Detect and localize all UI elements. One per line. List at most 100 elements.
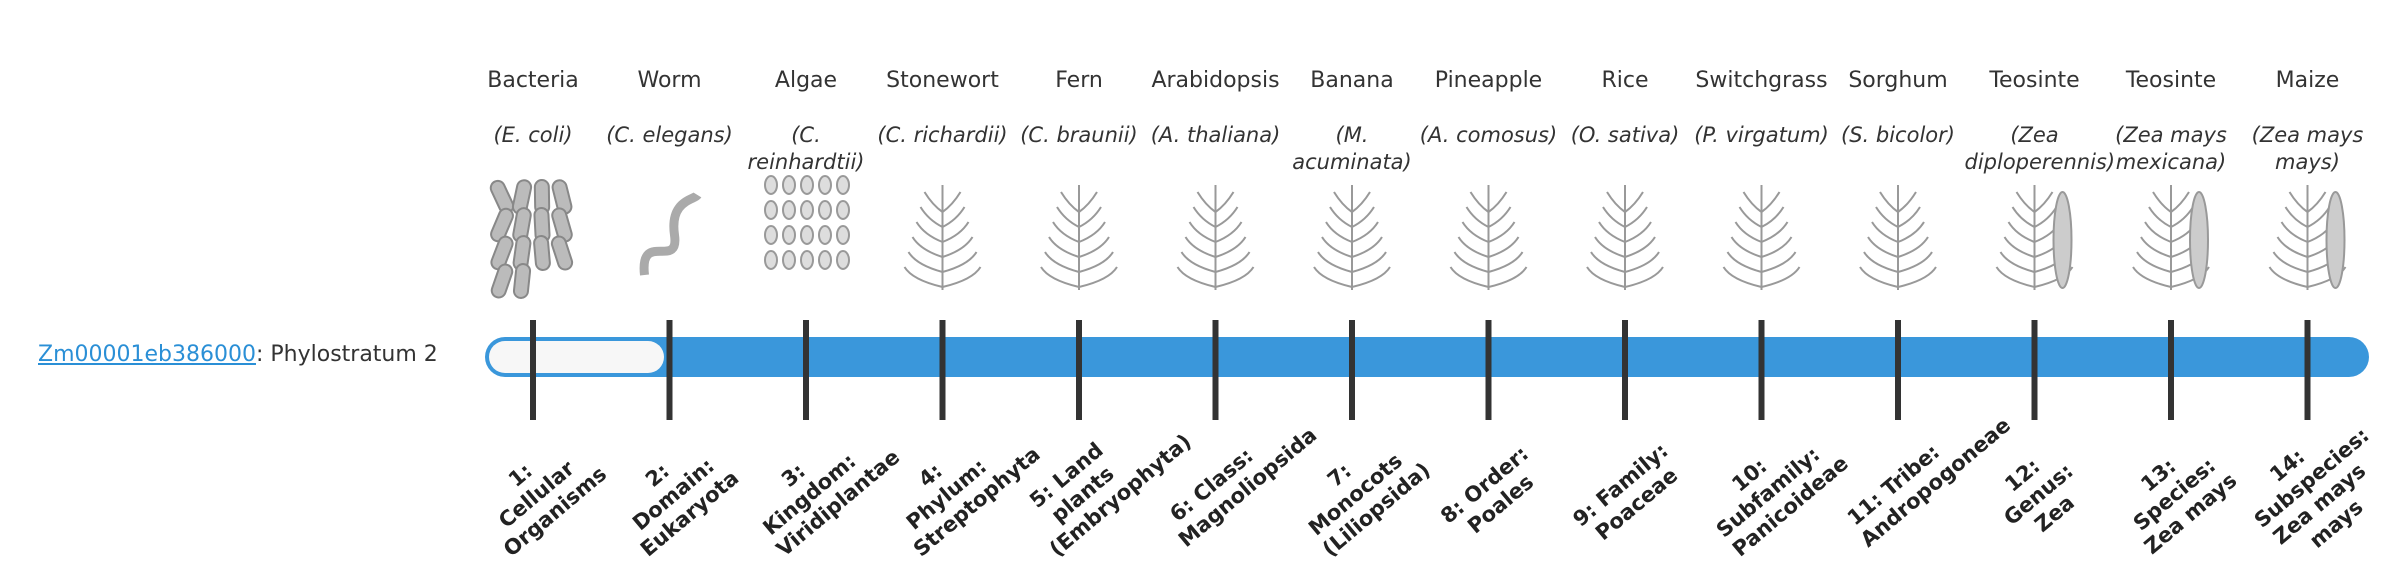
icon-part bbox=[836, 225, 850, 245]
species-name: (M. acuminata) bbox=[1292, 123, 1412, 175]
icon-part bbox=[1351, 251, 1387, 273]
icon-part bbox=[1624, 191, 1644, 213]
species-name: (C. elegans) bbox=[606, 123, 733, 147]
icon-part bbox=[782, 175, 796, 195]
icon-part bbox=[1897, 266, 1937, 288]
icon-part bbox=[836, 200, 850, 220]
icon-part bbox=[1602, 206, 1626, 228]
icon-part bbox=[764, 250, 778, 270]
species-name: (A. comosus) bbox=[1419, 123, 1558, 147]
organism-name: Banana bbox=[1310, 68, 1394, 93]
icon-part bbox=[1321, 236, 1353, 258]
organism-icon bbox=[2132, 185, 2210, 290]
icon-part bbox=[1897, 236, 1929, 258]
icon-part bbox=[1060, 191, 1080, 213]
icon-part bbox=[903, 266, 943, 288]
icon-part bbox=[1214, 191, 1235, 213]
icon-part bbox=[1188, 221, 1216, 243]
icon-part bbox=[800, 175, 814, 195]
organism-name: Bacteria bbox=[487, 68, 579, 93]
icon-part bbox=[1215, 221, 1243, 243]
organism-icon bbox=[489, 179, 574, 299]
icon-part bbox=[2325, 191, 2346, 289]
icon-part bbox=[1184, 236, 1216, 258]
icon-part bbox=[915, 221, 943, 243]
icon-part bbox=[2284, 206, 2308, 228]
icon-part bbox=[942, 236, 974, 258]
icon-part bbox=[907, 251, 943, 273]
icon-part bbox=[1726, 251, 1762, 273]
icon-part bbox=[2033, 191, 2054, 213]
icon-part bbox=[919, 206, 943, 228]
species-name: (Zea diploperennis) bbox=[1964, 123, 2116, 175]
icon-part bbox=[1048, 236, 1080, 258]
icon-part bbox=[1215, 206, 1239, 228]
icon-part bbox=[818, 175, 832, 195]
icon-part bbox=[551, 207, 573, 243]
icon-part bbox=[1734, 221, 1762, 243]
gene-stratum: : Phylostratum 2 bbox=[255, 342, 438, 367]
icon-part bbox=[1594, 236, 1626, 258]
icon-part bbox=[533, 235, 551, 271]
organism-icon bbox=[764, 175, 850, 270]
icon-part bbox=[1624, 221, 1652, 243]
icon-part bbox=[1351, 266, 1391, 288]
organism-name: Algae bbox=[774, 68, 838, 93]
icon-part bbox=[639, 191, 702, 276]
icon-part bbox=[1760, 191, 1781, 213]
organism-name: Teosinte bbox=[1989, 68, 2080, 93]
icon-part bbox=[2052, 191, 2073, 289]
organism-icon bbox=[1176, 185, 1255, 290]
icon-part bbox=[1215, 236, 1247, 258]
icon-part bbox=[1078, 191, 1098, 213]
icon-part bbox=[764, 200, 778, 220]
icon-part bbox=[911, 236, 943, 258]
organism-name: Sorghum bbox=[1848, 68, 1948, 93]
species-name: (Zea mays mexicana) bbox=[2115, 123, 2227, 175]
icon-part bbox=[1329, 206, 1353, 228]
icon-part bbox=[1897, 251, 1933, 273]
organism-icon bbox=[639, 191, 702, 276]
icon-part bbox=[1590, 251, 1626, 273]
icon-part bbox=[490, 207, 514, 243]
organism-name: Maize bbox=[2275, 68, 2340, 93]
icon-part bbox=[1052, 221, 1080, 243]
organism-icon bbox=[1995, 185, 2074, 290]
icon-part bbox=[1078, 236, 1110, 258]
icon-part bbox=[1192, 206, 1216, 228]
icon-part bbox=[836, 250, 850, 270]
icon-part bbox=[2148, 206, 2172, 228]
icon-part bbox=[1897, 221, 1925, 243]
icon-part bbox=[550, 235, 574, 271]
icon-part bbox=[1056, 206, 1080, 228]
species-name: (Zea mays mays) bbox=[2251, 123, 2364, 175]
gene-link[interactable]: Zm00001eb386000 bbox=[38, 342, 256, 367]
icon-part bbox=[764, 225, 778, 245]
icon-part bbox=[2007, 221, 2035, 243]
icon-part bbox=[1465, 206, 1489, 228]
icon-part bbox=[1761, 266, 1801, 288]
icon-part bbox=[942, 221, 970, 243]
icon-part bbox=[1738, 206, 1762, 228]
icon-part bbox=[1624, 236, 1656, 258]
ticks bbox=[530, 320, 2311, 420]
organism-icon bbox=[1040, 185, 1118, 290]
icon-part bbox=[2288, 191, 2309, 213]
icons bbox=[489, 175, 2347, 299]
organism-icon bbox=[1859, 185, 1937, 290]
species-name: (P. virgatum) bbox=[1694, 123, 1829, 147]
icon-part bbox=[1333, 191, 1353, 213]
organism-name: Arabidopsis bbox=[1151, 68, 1280, 93]
icon-part bbox=[1598, 221, 1626, 243]
icon-part bbox=[942, 266, 982, 288]
species-name: (C. braunii) bbox=[1020, 123, 1138, 147]
icon-part bbox=[1351, 191, 1371, 213]
icon-part bbox=[1351, 236, 1383, 258]
icon-part bbox=[1040, 266, 1080, 288]
icon-part bbox=[1488, 221, 1516, 243]
icon-part bbox=[1078, 266, 1118, 288]
icon-part bbox=[1999, 251, 2035, 273]
organism-icon bbox=[1313, 185, 1391, 290]
organism-icon bbox=[1586, 185, 1664, 290]
